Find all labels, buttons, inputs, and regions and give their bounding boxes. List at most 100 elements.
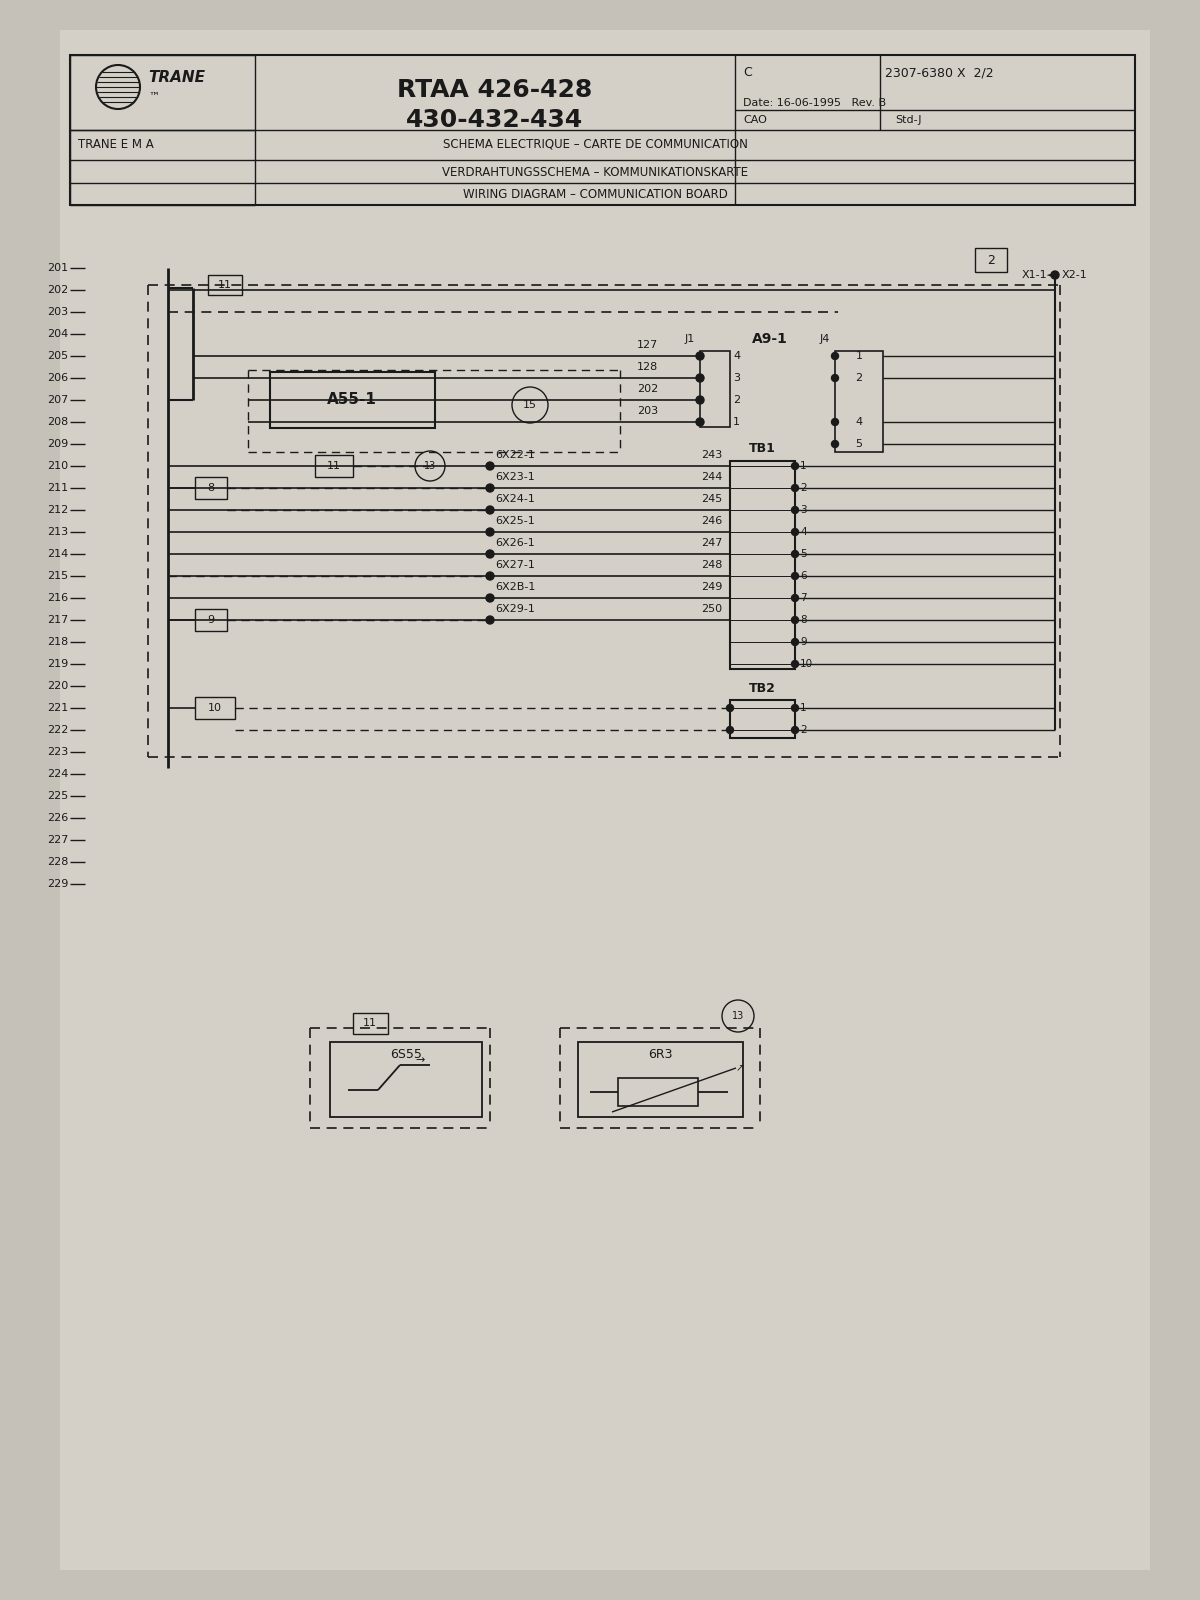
Text: 10: 10 [800,659,814,669]
Text: 217: 217 [47,614,68,626]
Text: 244: 244 [701,472,722,482]
Circle shape [792,726,798,733]
Text: 210: 210 [47,461,68,470]
Text: 214: 214 [47,549,68,558]
Text: 243: 243 [701,450,722,461]
Text: 9: 9 [208,614,215,626]
Text: C: C [743,67,751,80]
Text: 229: 229 [47,878,68,890]
Text: 6X25-1: 6X25-1 [496,515,535,526]
Text: 1: 1 [800,461,806,470]
Bar [270,371,436,427]
Bar [835,350,883,451]
Text: TB1: TB1 [749,443,775,456]
Text: 212: 212 [47,506,68,515]
Circle shape [792,595,798,602]
Text: A55-1: A55-1 [328,392,377,408]
Text: 203: 203 [47,307,68,317]
Text: 209: 209 [47,438,68,450]
Text: 202: 202 [47,285,68,294]
Circle shape [792,638,798,645]
Text: 6R3: 6R3 [648,1048,672,1061]
Bar [700,350,730,427]
Text: J1: J1 [685,334,695,344]
Text: 13: 13 [732,1011,744,1021]
Text: 11: 11 [364,1018,377,1029]
Circle shape [832,419,839,426]
Text: 6X26-1: 6X26-1 [496,538,535,547]
Text: 2307-6380 X  2/2: 2307-6380 X 2/2 [886,67,994,80]
Circle shape [792,550,798,557]
Circle shape [792,485,798,491]
Bar [578,1042,743,1117]
Text: WIRING DIAGRAM – COMMUNICATION BOARD: WIRING DIAGRAM – COMMUNICATION BOARD [462,189,727,202]
Text: 219: 219 [47,659,68,669]
Text: 1: 1 [856,350,863,362]
Text: RTAA 426-428: RTAA 426-428 [397,78,593,102]
Bar [208,275,242,294]
Text: 216: 216 [47,594,68,603]
Text: CAO: CAO [743,115,767,125]
Bar [618,1078,698,1106]
Text: X1-1◄: X1-1◄ [1022,270,1056,280]
Text: 128: 128 [637,362,658,371]
Text: 224: 224 [47,770,68,779]
Text: 228: 228 [47,858,68,867]
Circle shape [486,616,494,624]
Text: 213: 213 [47,526,68,538]
Circle shape [792,528,798,536]
Text: 6X29-1: 6X29-1 [496,603,535,614]
Text: ™: ™ [148,91,160,102]
Bar [194,698,235,718]
Circle shape [486,594,494,602]
Text: 4: 4 [800,526,806,538]
Text: 3: 3 [800,506,806,515]
Bar [314,454,353,477]
Bar [974,248,1007,272]
Text: 11: 11 [218,280,232,290]
Text: 13: 13 [424,461,436,470]
Text: 223: 223 [47,747,68,757]
Circle shape [726,726,733,733]
Text: 5: 5 [800,549,806,558]
Circle shape [486,550,494,558]
Text: TB2: TB2 [749,682,775,694]
Text: 250: 250 [701,603,722,614]
Text: 222: 222 [47,725,68,734]
Text: 1: 1 [800,702,806,714]
Text: 5: 5 [856,438,863,450]
Circle shape [1051,270,1060,278]
Text: 246: 246 [701,515,722,526]
Text: 6X24-1: 6X24-1 [496,494,535,504]
Text: SCHEMA ELECTRIQUE – CARTE DE COMMUNICATION: SCHEMA ELECTRIQUE – CARTE DE COMMUNICATI… [443,138,748,150]
Circle shape [696,395,704,403]
Text: 6: 6 [800,571,806,581]
Circle shape [832,440,839,448]
Text: 430-432-434: 430-432-434 [407,109,583,133]
Bar [353,1013,388,1034]
Text: 7: 7 [800,594,806,603]
Circle shape [486,483,494,493]
Circle shape [792,616,798,624]
Text: A9-1: A9-1 [752,333,788,346]
Text: J4: J4 [820,334,830,344]
Circle shape [792,704,798,712]
Text: 220: 220 [47,682,68,691]
Circle shape [832,352,839,360]
Circle shape [696,352,704,360]
Bar [70,54,1135,205]
Circle shape [792,462,798,469]
Text: 4: 4 [856,418,863,427]
Text: 248: 248 [701,560,722,570]
Text: 2: 2 [733,395,740,405]
Text: TRANE E M A: TRANE E M A [78,139,154,152]
Text: 206: 206 [47,373,68,382]
Text: 211: 211 [47,483,68,493]
Text: Std-J: Std-J [895,115,922,125]
Text: 6X22-1: 6X22-1 [496,450,535,461]
Text: 6X2B-1: 6X2B-1 [496,582,535,592]
Text: 202: 202 [637,384,658,394]
Text: 6X23-1: 6X23-1 [496,472,535,482]
Circle shape [486,462,494,470]
Text: 2: 2 [988,253,995,267]
